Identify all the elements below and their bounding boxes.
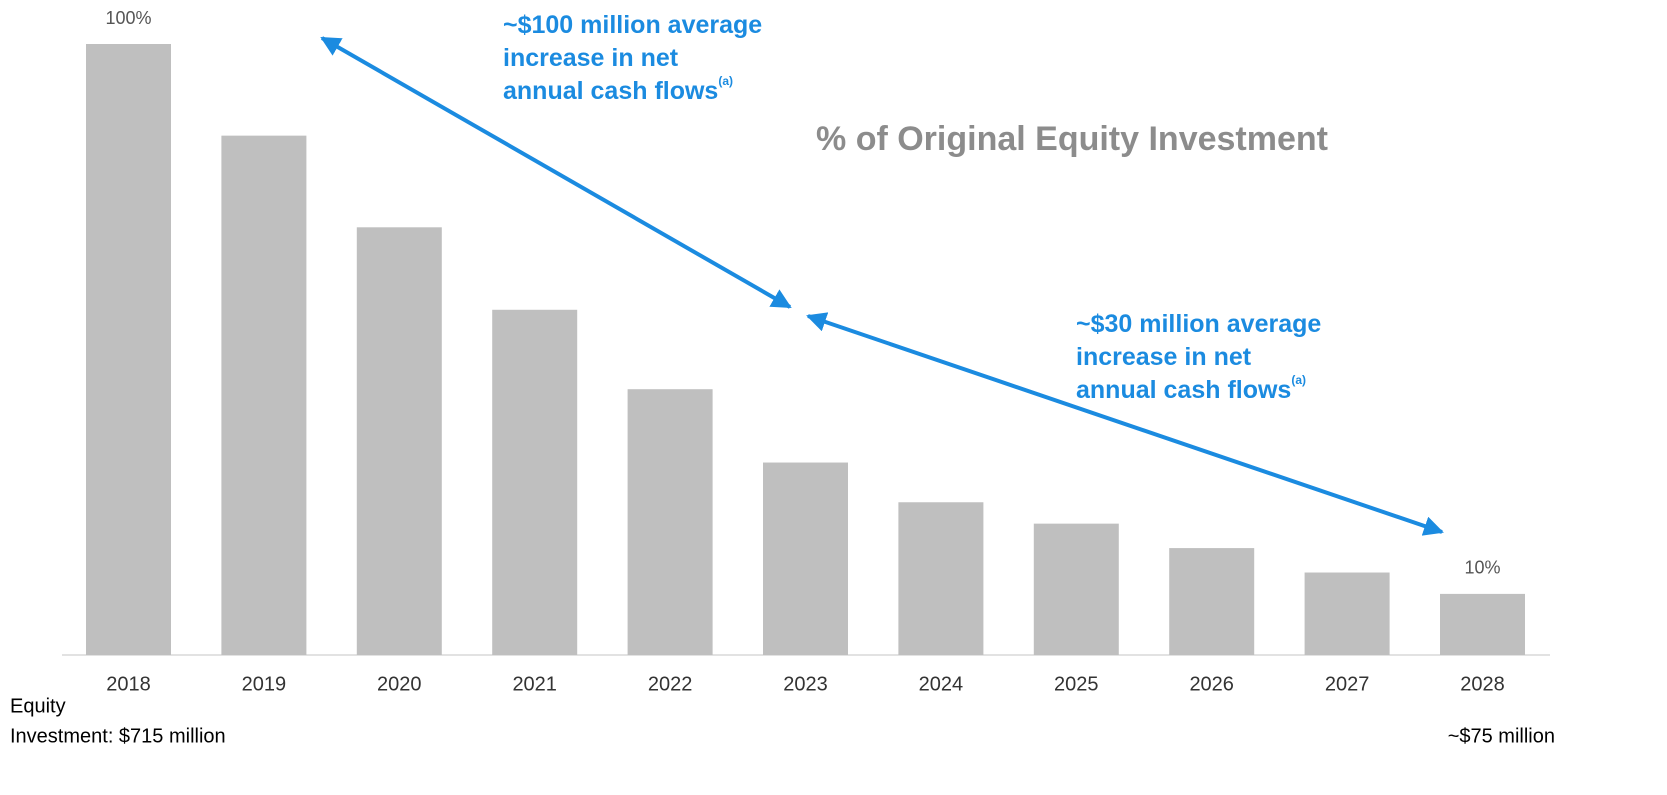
bar xyxy=(356,227,442,656)
bar xyxy=(1033,523,1119,655)
annotation-line: annual cash flows xyxy=(503,77,718,105)
footnote: ~$75 million xyxy=(1448,725,1555,747)
x-tick-label: 2022 xyxy=(648,673,693,695)
bar xyxy=(492,309,578,655)
annotation: ~$30 million average xyxy=(1076,310,1321,338)
x-tick-label: 2023 xyxy=(783,673,828,695)
x-tick-label: 2021 xyxy=(512,673,557,695)
annotation-note: (a) xyxy=(1291,373,1306,387)
annotation: annual cash flows(a) xyxy=(503,74,733,104)
x-tick-label: 2025 xyxy=(1054,673,1099,695)
annotation: increase in net xyxy=(1076,343,1252,371)
bar xyxy=(1304,572,1390,655)
bar xyxy=(1169,548,1255,655)
annotation: ~$100 million average xyxy=(503,11,762,39)
bar xyxy=(221,135,307,655)
x-tick-label: 2019 xyxy=(242,673,287,695)
bar xyxy=(1440,593,1525,655)
annotation-line: increase in net xyxy=(503,44,679,72)
arrow xyxy=(320,36,792,309)
arrow xyxy=(806,312,1444,536)
annotation-line: ~$100 million average xyxy=(503,11,762,39)
x-tick-label: 2024 xyxy=(919,673,964,695)
footnote: Equity xyxy=(10,695,66,717)
bar xyxy=(86,44,171,655)
annotation-line: increase in net xyxy=(1076,343,1252,371)
bar xyxy=(627,389,713,655)
annotation-line: ~$30 million average xyxy=(1076,310,1321,338)
value-label: 100% xyxy=(105,8,151,28)
annotation-note: (a) xyxy=(718,74,733,88)
annotation: increase in net xyxy=(503,44,679,72)
x-tick-label: 2020 xyxy=(377,673,422,695)
value-label: 10% xyxy=(1464,558,1500,578)
bar xyxy=(898,502,984,655)
annotation: annual cash flows(a) xyxy=(1076,373,1306,403)
annotation-line: annual cash flows xyxy=(1076,376,1291,404)
x-tick-label: 2027 xyxy=(1325,673,1370,695)
chart-title: % of Original Equity Investment xyxy=(816,120,1328,158)
x-tick-label: 2018 xyxy=(106,673,151,695)
x-tick-label: 2026 xyxy=(1189,673,1234,695)
x-tick-label: 2028 xyxy=(1460,673,1505,695)
footnote: Investment: $715 million xyxy=(10,725,226,747)
bar xyxy=(763,462,848,655)
